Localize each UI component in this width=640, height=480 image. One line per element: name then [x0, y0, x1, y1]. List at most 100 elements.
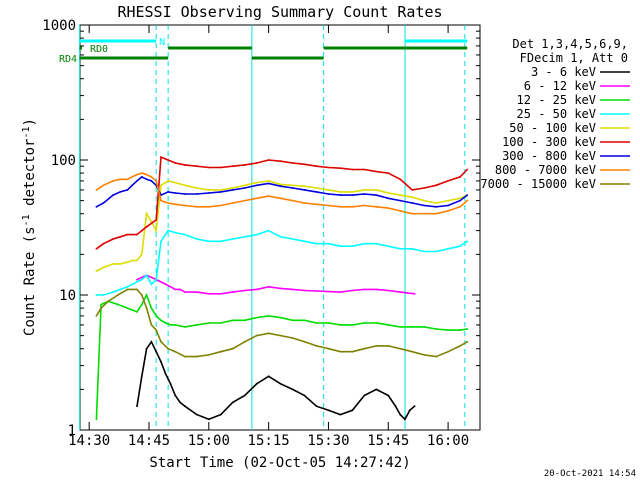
data-point	[219, 322, 222, 324]
data-point	[413, 405, 416, 408]
data-point	[136, 311, 138, 313]
data-point	[207, 322, 210, 324]
data-point	[231, 187, 234, 189]
data-point	[150, 340, 153, 343]
data-point	[136, 281, 138, 283]
data-point	[219, 240, 222, 243]
data-point	[231, 202, 234, 204]
data-point	[160, 184, 162, 187]
data-point	[140, 172, 143, 175]
data-point	[136, 259, 138, 262]
data-point	[315, 322, 318, 324]
data-point	[164, 373, 167, 375]
data-point	[363, 168, 366, 171]
data-point	[466, 340, 469, 343]
data-point	[150, 222, 153, 225]
data-point	[243, 199, 246, 202]
data-point	[435, 205, 437, 208]
data-point	[136, 288, 138, 291]
data-point	[387, 207, 390, 210]
data-point	[136, 233, 138, 236]
data-point	[375, 170, 378, 173]
data-point	[184, 291, 186, 293]
data-point	[112, 238, 114, 240]
data-point	[140, 176, 143, 178]
data-point	[327, 204, 330, 207]
status-bar-label: RD4	[59, 54, 77, 65]
data-point	[375, 189, 378, 191]
data-point	[267, 315, 270, 317]
data-point	[207, 205, 210, 208]
data-point	[363, 322, 366, 324]
data-point	[150, 176, 153, 178]
data-point	[466, 168, 469, 171]
data-point	[126, 189, 129, 191]
data-point	[279, 235, 282, 238]
data-point	[140, 375, 143, 378]
data-point	[413, 292, 416, 295]
data-point	[243, 394, 246, 397]
data-point	[411, 196, 414, 199]
data-point	[155, 278, 158, 281]
data-point	[255, 316, 258, 319]
data-point	[339, 324, 342, 326]
data-point	[315, 242, 318, 245]
data-point	[126, 307, 129, 309]
data-point	[169, 382, 172, 385]
data-point	[375, 205, 378, 208]
data-point	[207, 418, 210, 421]
data-point	[339, 413, 342, 416]
data-point	[363, 347, 366, 350]
data-point	[112, 194, 114, 197]
data-point	[131, 259, 134, 262]
data-point	[160, 156, 162, 159]
data-point	[119, 263, 122, 265]
data-point	[219, 191, 222, 193]
data-point	[387, 289, 390, 292]
data-point	[155, 315, 158, 317]
data-point	[447, 204, 449, 207]
data-point	[267, 180, 270, 182]
data-point	[466, 199, 469, 202]
data-point	[140, 303, 143, 306]
data-point	[404, 418, 406, 421]
data-point	[315, 165, 318, 168]
data-point	[231, 401, 234, 404]
data-point	[351, 205, 354, 208]
axis-ticks: 14:30 14:45 15:00 15:15 15:30 15:45 16:00 1 10 10…	[42, 18, 480, 449]
data-point	[303, 185, 306, 188]
data-point	[207, 192, 210, 194]
data-point	[459, 197, 461, 200]
data-point	[195, 193, 198, 195]
data-point	[339, 205, 342, 208]
data-point	[291, 337, 294, 339]
series-line	[95, 288, 468, 358]
data-point	[136, 180, 138, 182]
data-point	[145, 178, 148, 181]
data-point	[231, 347, 234, 350]
data-point	[219, 189, 222, 191]
legend-header: Det 1,3,4,5,6,9,	[512, 37, 628, 51]
data-point	[136, 173, 138, 176]
data-point	[303, 163, 306, 166]
data-point	[243, 340, 246, 343]
data-point	[375, 242, 378, 245]
data-point	[219, 204, 222, 207]
data-point	[231, 165, 234, 168]
data-point	[102, 242, 105, 245]
data-point	[399, 210, 402, 212]
data-point	[267, 285, 270, 288]
data-point	[387, 245, 390, 248]
data-point	[375, 388, 378, 391]
data-point	[126, 233, 129, 236]
data-point	[140, 276, 143, 279]
data-point	[131, 288, 134, 291]
data-point	[327, 166, 330, 169]
data-point	[207, 189, 210, 191]
data-point	[447, 199, 449, 202]
data-point	[447, 247, 449, 250]
data-point	[231, 238, 234, 240]
data-point	[267, 332, 270, 335]
data-point	[279, 316, 282, 319]
data-point	[255, 181, 258, 184]
